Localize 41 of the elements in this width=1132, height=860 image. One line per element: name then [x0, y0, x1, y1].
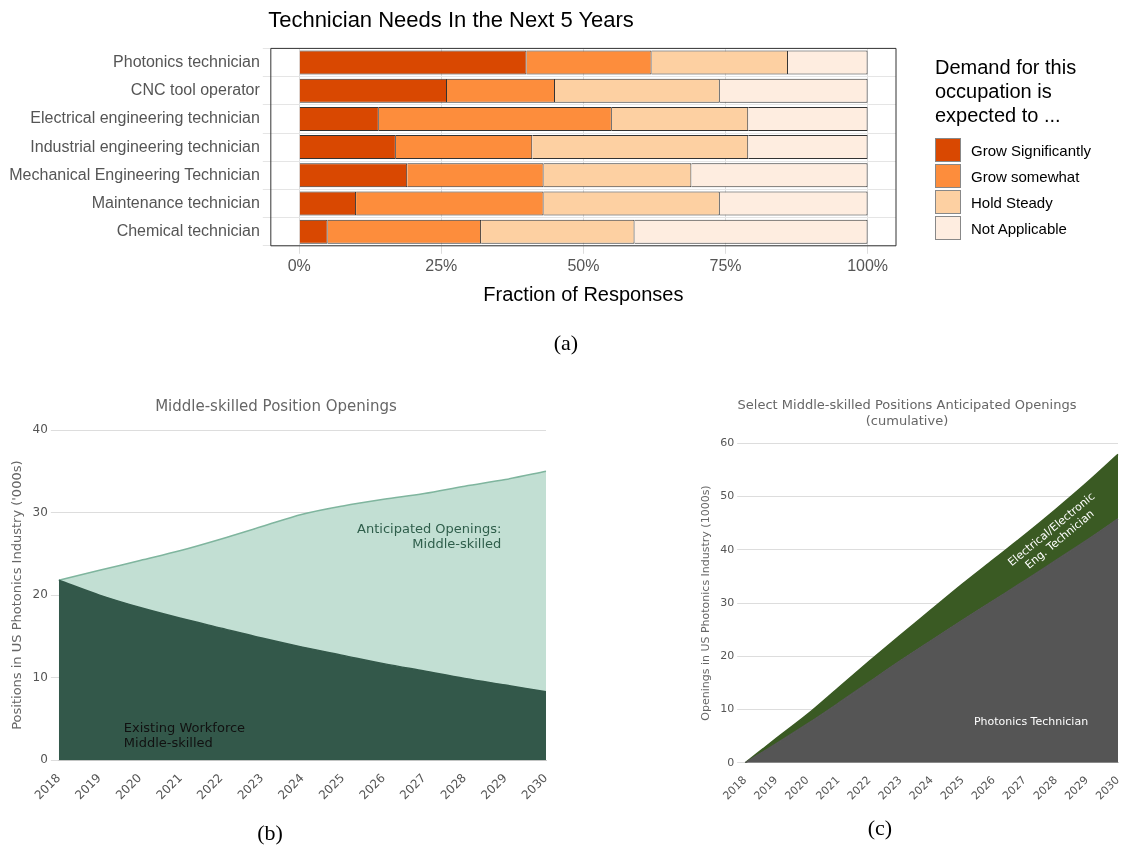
y-tick-label: 40: [32, 422, 48, 437]
y-tick-label: CNC tool operator: [130, 81, 261, 99]
text: (b): [256, 820, 284, 846]
text: (a): [552, 330, 580, 356]
y-tick-label: 10: [720, 702, 735, 716]
chart-title: Middle-skilled Position Openings: [155, 396, 398, 415]
y-tick-label: Maintenance technician: [91, 193, 260, 211]
y-tick-label: Chemical technician: [116, 222, 260, 240]
y-tick-label: 10: [32, 669, 48, 684]
x-axis-title: Fraction of Responses: [483, 282, 684, 305]
series-label: Photonics Technician: [973, 714, 1089, 728]
y-tick-label: 50: [720, 489, 735, 503]
y-tick-label: Electrical engineering technician: [30, 109, 260, 127]
series-label: Anticipated Openings: Middle-skilled: [357, 521, 502, 552]
y-tick-label: 20: [32, 587, 48, 602]
y-tick-label: Mechanical Engineering Technician: [9, 165, 260, 183]
x-tick-label: 75%: [709, 256, 742, 274]
y-tick-label: 0: [727, 755, 735, 769]
legend-label: Grow Significantly: [971, 141, 1092, 159]
y-tick-label: 30: [32, 504, 48, 519]
y-tick-label: 40: [720, 542, 735, 556]
chart-title: Select Middle-skilled Positions Anticipated Openings (cumulative): [737, 397, 1077, 428]
x-tick-label: 100%: [847, 256, 889, 274]
legend-label: Not Applicable: [971, 219, 1067, 237]
x-tick-label: 25%: [425, 256, 458, 274]
series-label: Existing Workforce Middle-skilled: [123, 720, 246, 751]
text: (c): [866, 815, 894, 841]
legend-label: Grow somewhat: [971, 167, 1080, 185]
legend-title: Demand for this occupation is expected to ...: [935, 55, 1078, 127]
legend-label: Hold Steady: [971, 193, 1053, 211]
chart-title: Technician Needs In the Next 5 Years: [268, 7, 634, 33]
y-axis-title: Positions in US Photonics Industry ('000s): [9, 460, 25, 730]
y-axis-title: Openings in US Photonics Industry (1000s): [699, 485, 713, 721]
x-tick-label: 50%: [567, 256, 600, 274]
y-tick-label: 20: [720, 649, 735, 663]
x-tick-label: 0%: [287, 256, 311, 274]
y-tick-label: 0: [40, 752, 48, 767]
y-tick-label: 30: [720, 595, 735, 609]
y-tick-label: 60: [720, 436, 735, 450]
y-tick-label: Photonics technician: [113, 52, 260, 70]
y-tick-label: Industrial engineering technician: [30, 137, 260, 155]
